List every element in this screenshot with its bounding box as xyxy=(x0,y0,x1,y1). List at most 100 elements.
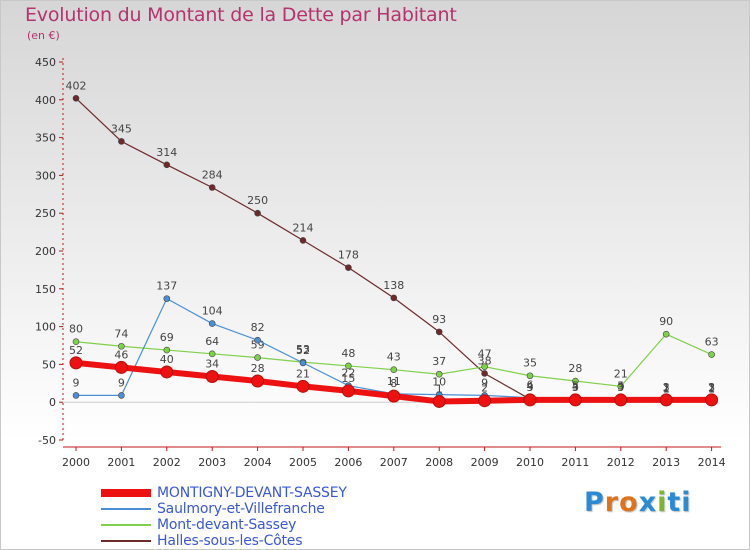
y-tick-label: 100 xyxy=(35,321,56,334)
data-label: 10 xyxy=(432,376,446,389)
data-label: 11 xyxy=(387,375,401,388)
data-point xyxy=(114,360,128,374)
data-label: 1 xyxy=(663,382,670,395)
data-point xyxy=(390,366,398,373)
data-point xyxy=(299,359,307,367)
chart-title: Evolution du Montant de la Dette par Hab… xyxy=(25,4,457,26)
data-point xyxy=(659,393,673,407)
data-point xyxy=(568,393,582,407)
data-point xyxy=(481,363,488,370)
data-label: 3 xyxy=(708,381,715,394)
logo-letter: t xyxy=(667,487,682,518)
y-tick-label: 400 xyxy=(35,94,56,107)
data-point xyxy=(432,394,446,408)
data-point xyxy=(69,356,83,370)
data-point xyxy=(205,369,219,383)
data-label: 4 xyxy=(572,380,579,393)
data-label: 1 xyxy=(708,382,715,395)
legend-swatch xyxy=(101,508,151,510)
data-label: 250 xyxy=(247,194,268,207)
y-tick-label: 300 xyxy=(35,169,56,182)
data-label: 2 xyxy=(708,382,715,395)
data-label: 138 xyxy=(383,279,404,292)
data-label: 345 xyxy=(111,122,132,135)
data-label: 53 xyxy=(296,343,310,356)
data-point xyxy=(526,372,534,380)
data-point xyxy=(254,354,261,361)
data-label: 3 xyxy=(572,381,579,394)
data-label: 9 xyxy=(118,376,125,389)
data-point xyxy=(435,370,443,378)
data-point xyxy=(208,350,216,358)
data-label: 28 xyxy=(568,362,582,375)
data-point xyxy=(118,138,125,145)
data-point xyxy=(118,392,125,399)
data-label: 8 xyxy=(390,377,397,390)
data-point xyxy=(481,370,488,377)
data-label: 93 xyxy=(432,313,446,326)
y-tick-label: -50 xyxy=(38,434,56,447)
x-tick-label: 2011 xyxy=(561,456,589,469)
data-label: 64 xyxy=(205,335,219,348)
x-tick-label: 2012 xyxy=(607,456,635,469)
data-point xyxy=(160,365,174,379)
legend-swatch xyxy=(101,524,151,526)
data-label: 82 xyxy=(251,321,265,334)
data-label: 314 xyxy=(156,146,177,159)
data-point xyxy=(617,383,625,390)
data-point xyxy=(387,389,401,403)
data-label: 37 xyxy=(432,355,446,368)
data-label: 9 xyxy=(481,376,488,389)
data-label: 5 xyxy=(572,379,579,392)
data-point xyxy=(478,394,492,408)
data-label: 34 xyxy=(205,357,219,370)
data-label: 52 xyxy=(296,344,310,357)
logo-letter: i xyxy=(681,487,692,518)
data-point xyxy=(254,336,261,344)
data-point xyxy=(72,392,80,399)
data-point xyxy=(345,264,352,271)
data-label: 47 xyxy=(478,348,492,361)
logo-letter: P xyxy=(584,487,605,518)
data-point xyxy=(72,94,80,102)
y-tick-label: 150 xyxy=(35,283,56,296)
y-tick-label: 50 xyxy=(42,358,56,371)
x-tick-label: 2009 xyxy=(471,456,499,469)
data-label: 80 xyxy=(69,323,83,336)
data-label: 90 xyxy=(659,315,673,328)
y-tick-label: 250 xyxy=(35,207,56,220)
data-label: 52 xyxy=(69,344,83,357)
proxiti-logo: Proxiti xyxy=(584,487,692,518)
x-tick-label: 2005 xyxy=(289,456,317,469)
x-tick-label: 2008 xyxy=(425,456,453,469)
data-point xyxy=(251,374,265,388)
chart-subtitle: (en €) xyxy=(27,29,60,42)
data-point xyxy=(163,346,171,354)
data-label: 104 xyxy=(202,305,223,318)
logo-letter: i xyxy=(657,487,668,518)
data-point xyxy=(254,209,261,217)
data-label: 2 xyxy=(663,382,670,395)
x-tick-label: 2002 xyxy=(153,456,181,469)
legend-label: Halles-sous-les-Côtes xyxy=(157,533,303,549)
data-label: 46 xyxy=(114,348,128,361)
x-tick-label: 2000 xyxy=(62,456,90,469)
data-point xyxy=(163,161,171,169)
data-label: 22 xyxy=(341,367,355,380)
y-tick-label: 0 xyxy=(49,396,56,409)
data-label: 21 xyxy=(296,367,310,380)
data-point xyxy=(390,294,398,302)
y-tick-label: 450 xyxy=(35,56,56,69)
data-point xyxy=(708,351,715,358)
data-point xyxy=(705,393,719,407)
data-label: 9 xyxy=(73,376,80,389)
legend-label: MONTIGNY-DEVANT-SASSEY xyxy=(157,485,347,501)
data-label: 43 xyxy=(387,351,401,364)
data-label: 6 xyxy=(527,379,534,392)
data-label: 74 xyxy=(114,327,128,340)
x-tick-label: 2014 xyxy=(698,456,726,469)
data-label: 48 xyxy=(341,347,355,360)
logo-letter: o xyxy=(619,487,639,518)
data-label: 178 xyxy=(338,249,359,262)
